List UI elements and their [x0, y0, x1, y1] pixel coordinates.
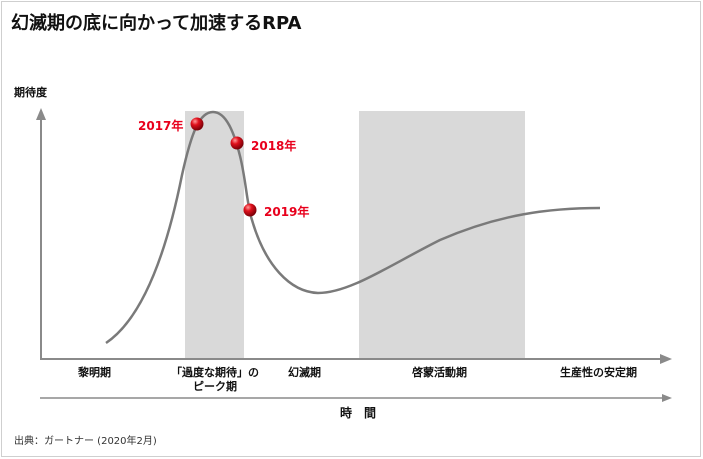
peak-phase-band	[185, 111, 244, 359]
time-axis-arrow	[662, 394, 672, 402]
milestone-marker-2019	[243, 203, 257, 217]
phase-label-enlightenment: 啓蒙活動期	[412, 366, 467, 379]
phase-label-plateau: 生産性の安定期	[560, 366, 637, 379]
phase-label-peak: 「過度な期待」の ピーク期	[171, 366, 259, 393]
milestone-label-2019: 2019年	[264, 205, 310, 219]
page-title: 幻滅期の底に向かって加速するRPA	[11, 13, 302, 34]
x-axis-label: 時 間	[340, 406, 377, 420]
phase-label-innovation: 黎明期	[78, 366, 111, 379]
milestone-label-2018: 2018年	[251, 139, 297, 153]
phase-label-trough: 幻滅期	[288, 366, 321, 379]
milestone-label-2017: 2017年	[138, 119, 184, 133]
y-axis-arrow	[36, 108, 46, 120]
milestone-marker-2018	[230, 136, 244, 150]
enlightenment-phase-band	[359, 111, 525, 359]
x-axis-arrow	[660, 354, 672, 364]
source-note: 出典：ガートナー (2020年2月)	[14, 436, 157, 447]
hype-curve	[105, 110, 601, 345]
milestone-marker-2017	[190, 117, 204, 131]
y-axis-label: 期待度	[14, 86, 47, 99]
